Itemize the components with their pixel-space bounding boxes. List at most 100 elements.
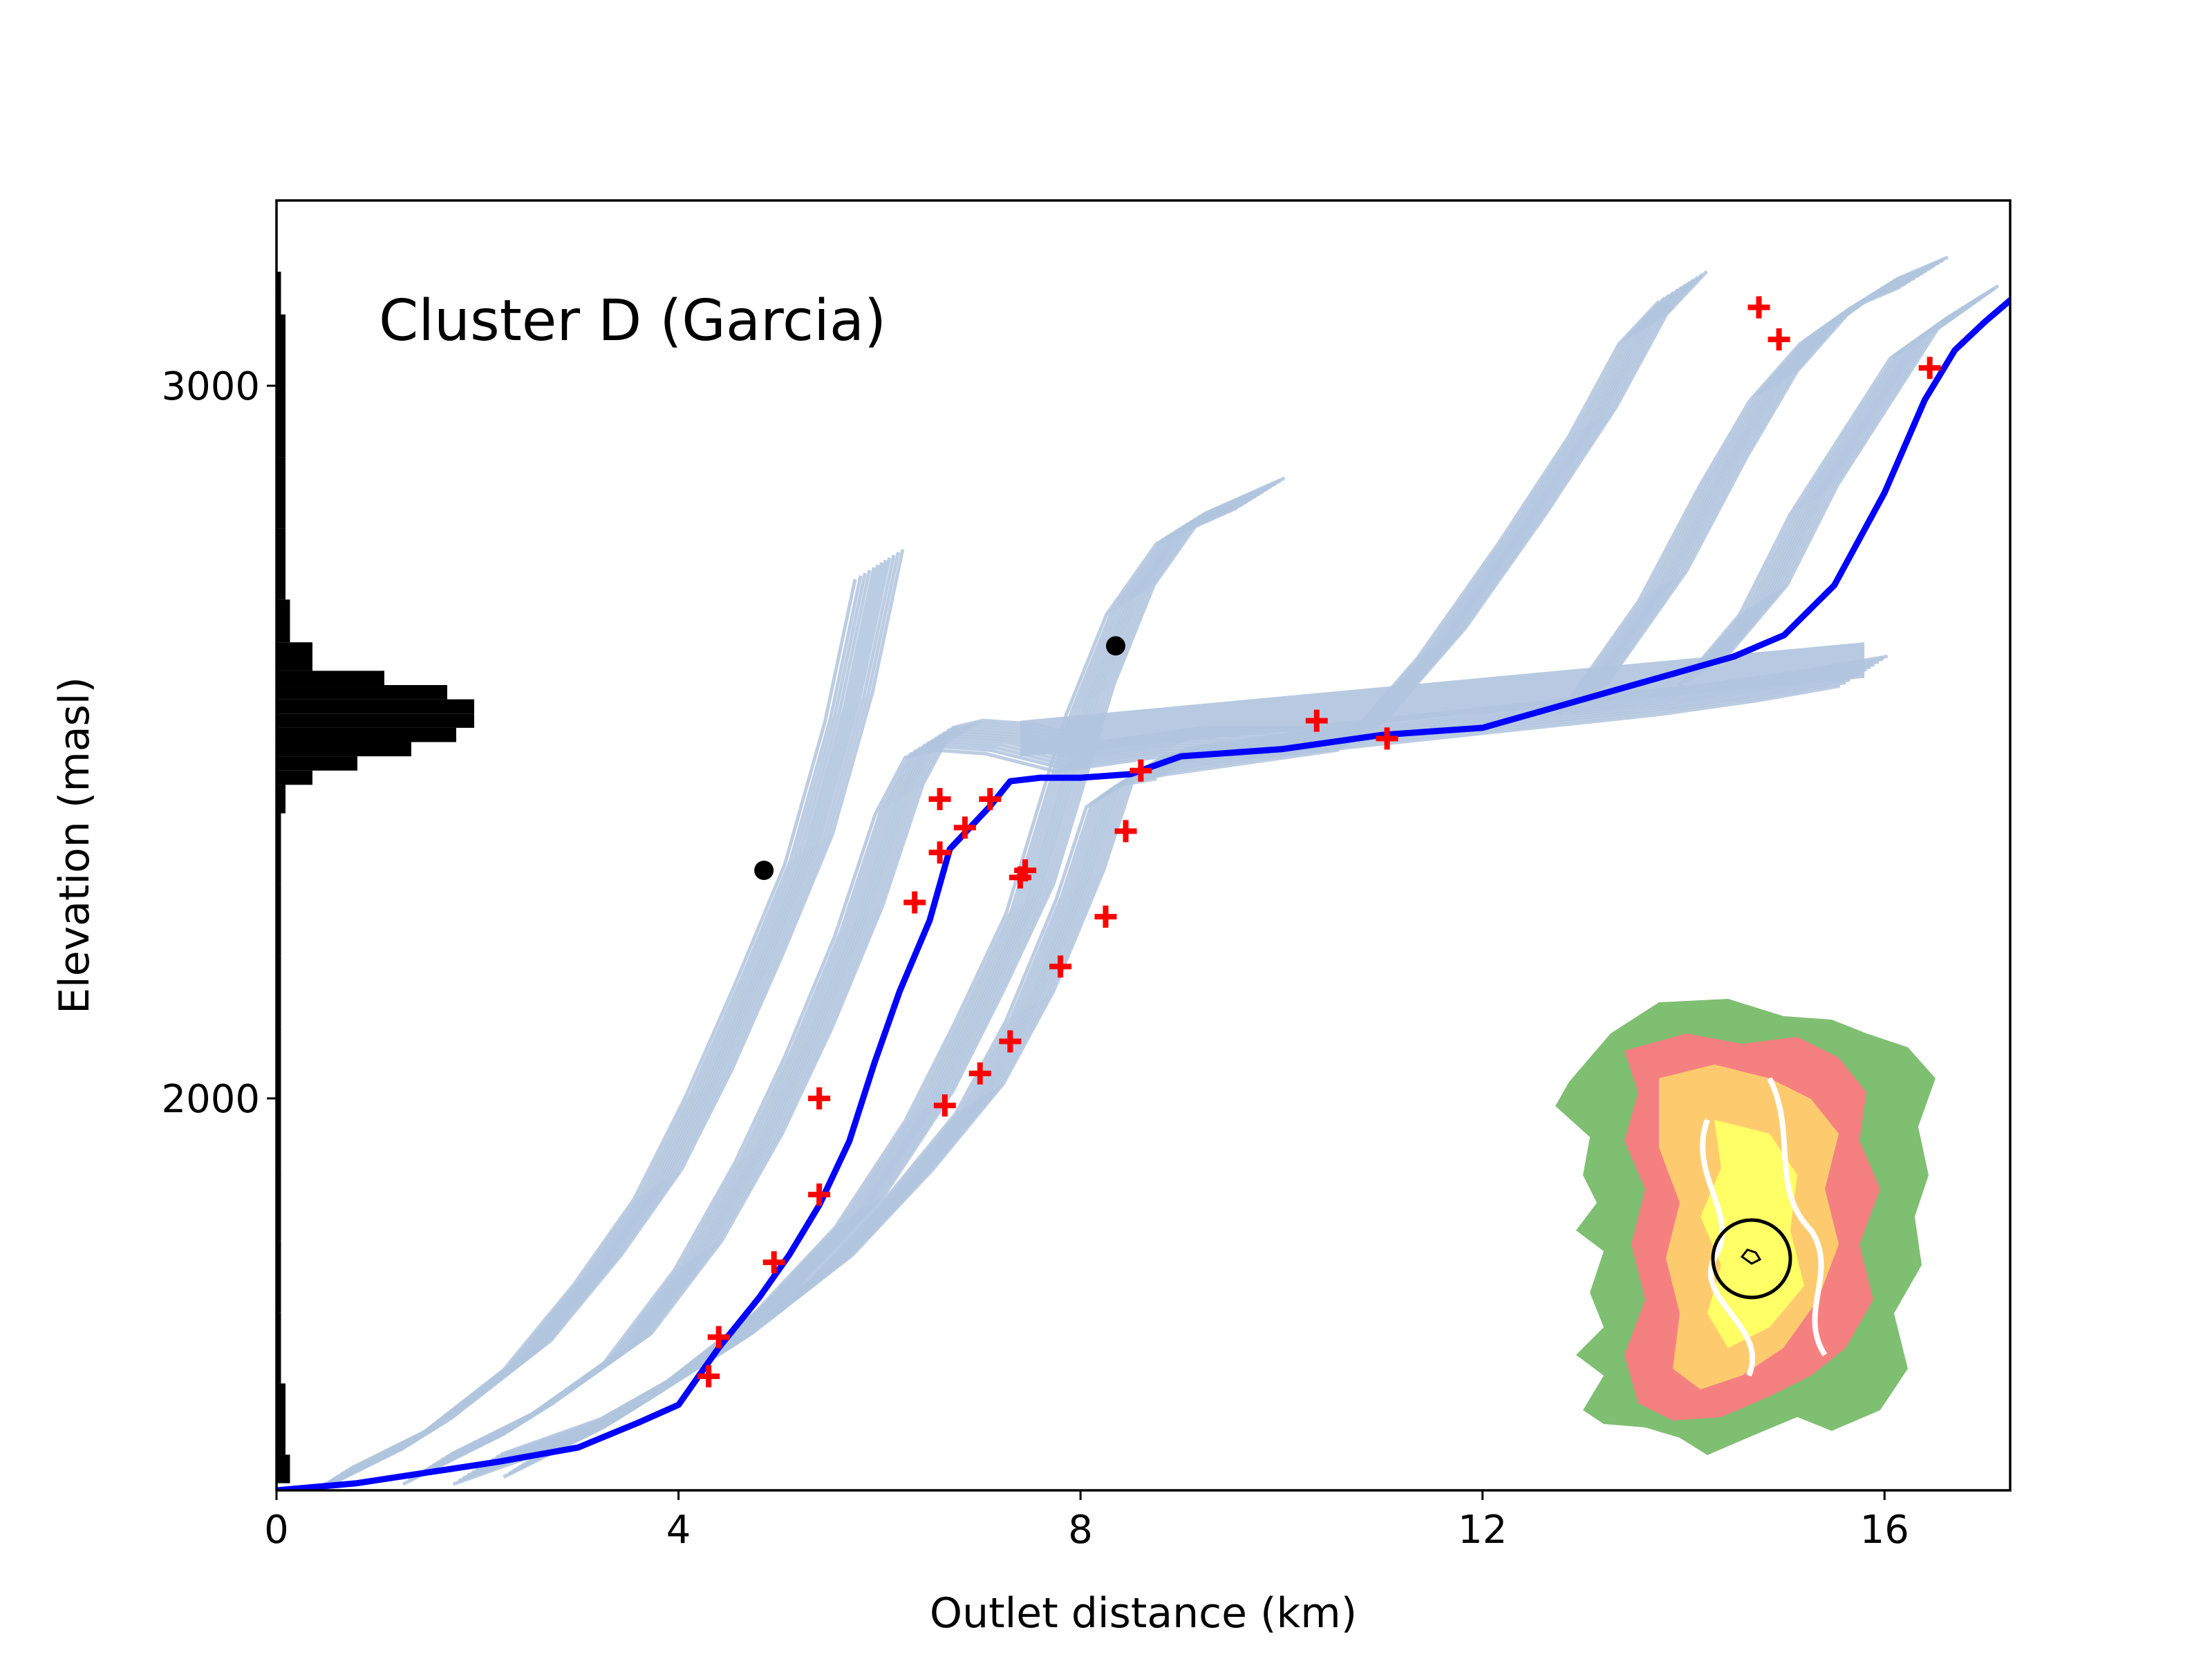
flowpath-line (1183, 270, 1708, 751)
red-marker (928, 787, 951, 810)
histogram-bar (276, 671, 384, 686)
red-marker (1376, 727, 1398, 750)
flowpath-line (407, 680, 1846, 1483)
flowpath-line (1141, 296, 1667, 777)
red-marker (1305, 709, 1328, 732)
red-marker (1768, 328, 1790, 351)
chart-title: Cluster D (Garcia) (379, 288, 886, 354)
flowpath-line (1170, 278, 1695, 759)
flowpath-line (1725, 284, 2000, 658)
histogram-bar (276, 884, 281, 956)
red-marker (808, 1087, 831, 1109)
y-axis-label: Elevation (masl) (50, 677, 99, 1014)
x-tick-label: 16 (1860, 1508, 1909, 1553)
y-tick-label: 2000 (161, 1077, 260, 1122)
y-axis: 2000 3000 (161, 364, 276, 1122)
red-marker (808, 1183, 831, 1206)
inset-map-location-circle (1711, 1218, 1792, 1300)
red-marker (762, 1251, 785, 1274)
plot-frame (275, 199, 2012, 1492)
histogram-bar (276, 293, 281, 315)
plot-area (276, 255, 2010, 1490)
histogram-bar (276, 528, 285, 600)
histogram-bar (276, 1027, 281, 1098)
red-marker (953, 816, 976, 839)
flowpath-line (1166, 281, 1691, 762)
inset-map-catchment-outline (1740, 1248, 1762, 1265)
histogram-bar (276, 685, 447, 700)
red-marker (968, 1062, 991, 1085)
histogram-bar (276, 314, 285, 386)
red-marker (1747, 296, 1770, 319)
red-marker (1114, 820, 1137, 843)
flowpath-line (412, 677, 1850, 1480)
x-tick-label: 4 (666, 1508, 691, 1553)
x-axis: 0 4 8 12 16 (264, 1490, 1909, 1553)
red-marker (1009, 866, 1031, 889)
flowpath-line (1174, 275, 1700, 756)
flowpath-line (1604, 255, 1949, 686)
flowpath-line (420, 672, 1859, 1474)
histogram-bar (276, 457, 285, 529)
histogram-bar (276, 727, 456, 742)
flowpath-band (1020, 642, 1865, 757)
flowpath-line (349, 549, 905, 1470)
black-marker (754, 861, 774, 881)
flowpath-line (500, 476, 1286, 1456)
red-marker (1094, 906, 1117, 928)
flowpath-line (432, 665, 1871, 1467)
flowpath-line (1163, 283, 1687, 764)
histogram-bar (276, 1454, 290, 1483)
histogram-bar (276, 642, 312, 671)
red-marker (1918, 357, 1941, 379)
flowpath-line (1179, 272, 1704, 753)
x-tick-label: 0 (264, 1508, 289, 1553)
red-marker (928, 841, 951, 864)
red-marker (707, 1326, 730, 1349)
histogram-bar (276, 955, 281, 1027)
inset-location-map (1555, 999, 1936, 1455)
histogram-bar (276, 785, 285, 814)
red-marker (1014, 859, 1037, 882)
histogram-bar (276, 1241, 281, 1313)
histogram-bar (276, 1312, 281, 1384)
red-marker (999, 1030, 1022, 1053)
flowpath-ensemble (312, 255, 2000, 1490)
histogram-bar (276, 713, 474, 728)
histogram-bar (276, 813, 281, 885)
y-tick-label: 3000 (161, 364, 260, 409)
flowpath-line (436, 662, 1875, 1465)
red-marker (933, 1094, 956, 1117)
histogram-bar (276, 770, 312, 785)
flowpath-line (402, 684, 1841, 1486)
black-marker (1106, 636, 1126, 656)
histogram-bar (276, 1170, 281, 1241)
red-marker (697, 1365, 720, 1388)
histogram-bar (276, 272, 281, 294)
red-marker (903, 891, 926, 914)
histogram-bar (276, 386, 285, 458)
histogram-bar (276, 1383, 285, 1455)
flowpath-line (424, 670, 1864, 1472)
histogram-bar (276, 742, 411, 757)
markers-layer (697, 296, 1941, 1388)
histogram-bar (276, 756, 357, 771)
flowpath-line (429, 667, 1867, 1470)
x-axis-label: Outlet distance (km) (930, 1589, 1357, 1638)
histogram-bar (276, 699, 474, 714)
elevation-histogram (276, 272, 474, 1483)
profile-layer (276, 297, 2010, 1490)
inset-map-yellow-region (1700, 1120, 1804, 1348)
histogram-bar (276, 1098, 281, 1170)
flowpath-line (1136, 299, 1661, 780)
red-marker (1130, 759, 1152, 782)
x-tick-label: 12 (1458, 1508, 1507, 1553)
profile-line (276, 297, 2010, 1490)
flowpath-line (416, 675, 1855, 1477)
red-marker (1049, 955, 1072, 978)
x-tick-label: 8 (1068, 1508, 1093, 1553)
histogram-bar (276, 599, 290, 643)
red-marker (979, 787, 1002, 810)
flowpath-line (1146, 293, 1671, 774)
